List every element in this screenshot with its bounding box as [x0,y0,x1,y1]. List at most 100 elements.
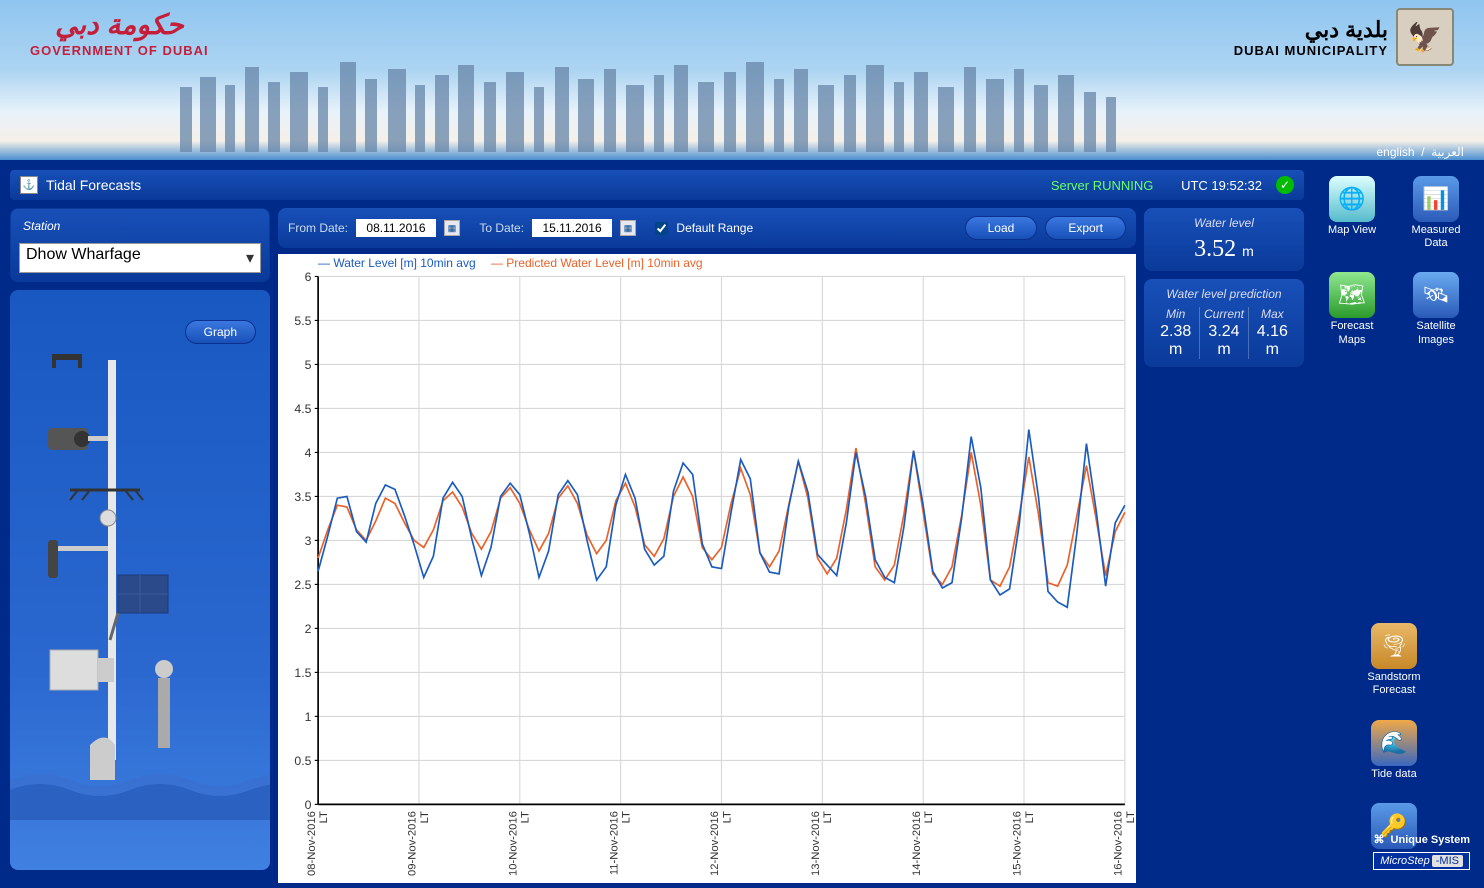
station-diagram-icon [10,290,270,870]
pred-max-unit: m [1266,341,1279,358]
gov-dubai-logo: حكومة دبي GOVERNMENT OF DUBAI [30,8,209,58]
pred-current-value: 3.24 [1208,323,1239,340]
svg-text:08-Nov-2016: 08-Nov-2016 [306,811,318,876]
svg-text:5: 5 [305,358,312,372]
language-switcher: english / العربية [1377,145,1465,159]
pred-min-label: Min [1152,307,1199,321]
svg-text:LT: LT [822,811,834,823]
svg-text:5.5: 5.5 [294,314,311,328]
svg-text:0: 0 [305,798,312,812]
server-status: Server RUNNING [1051,178,1154,193]
skyline-graphic [0,57,1484,152]
nav-tide-data[interactable]: 🌊Tide data [1361,720,1427,781]
calendar-icon[interactable]: ▦ [620,220,636,236]
nav-map-view[interactable]: 🌐Map View [1319,176,1385,250]
svg-text:13-Nov-2016: 13-Nov-2016 [810,811,822,876]
water-level-unit: m [1242,243,1254,259]
svg-text:0.5: 0.5 [294,754,311,768]
svg-text:2.5: 2.5 [294,578,311,592]
default-range-checkbox[interactable] [655,222,668,235]
svg-text:4: 4 [305,446,312,460]
footer-logos: ⌘ Unique System MicroStep-MIS [1373,833,1470,870]
svg-text:1: 1 [305,710,312,724]
legend-series1: — Water Level [m] 10min avg [318,256,476,270]
page-title: Tidal Forecasts [46,177,141,193]
svg-text:LT: LT [923,811,935,823]
calendar-icon[interactable]: ▦ [444,220,460,236]
legend-series2: — Predicted Water Level [m] 10min avg [491,256,703,270]
gov-english-text: GOVERNMENT OF DUBAI [30,43,209,58]
lang-arabic-link[interactable]: العربية [1431,145,1464,159]
station-panel: Station Dhow Wharfage [10,208,270,282]
pred-min-value: 2.38 [1160,323,1191,340]
nav-forecast-maps[interactable]: 🗺Forecast Maps [1319,272,1385,346]
date-controls: From Date: ▦ To Date: ▦ Default Range Lo… [278,208,1136,248]
tidal-chart: — Water Level [m] 10min avg — Predicted … [278,254,1136,883]
svg-text:LT: LT [318,811,330,823]
svg-text:15-Nov-2016: 15-Nov-2016 [1012,811,1024,876]
page-titlebar: ⚓ Tidal Forecasts Server RUNNING UTC 19:… [10,170,1304,200]
svg-text:10-Nov-2016: 10-Nov-2016 [507,811,519,876]
utc-clock: UTC 19:52:32 [1181,178,1262,193]
prediction-box: Water level prediction Min2.38m Current3… [1144,279,1304,367]
municipality-crest-icon: 🦅 [1396,8,1454,66]
pred-max-value: 4.16 [1257,323,1288,340]
nav-measured-data[interactable]: 📊Measured Data [1403,176,1469,250]
svg-text:LT: LT [520,811,532,823]
from-date-label: From Date: [288,221,348,235]
svg-text:3.5: 3.5 [294,490,311,504]
prediction-label: Water level prediction [1152,287,1296,301]
header-banner: حكومة دبي GOVERNMENT OF DUBAI بلدية دبي … [0,0,1484,160]
unique-system-icon: ⌘ [1374,833,1385,846]
unique-system-label: Unique System [1391,834,1470,846]
chart-legend: — Water Level [m] 10min avg — Predicted … [318,256,703,270]
lang-english-link[interactable]: english [1377,145,1415,159]
microstep-badge: MicroStep-MIS [1373,852,1470,870]
svg-text:3: 3 [305,534,312,548]
chart-svg: 00.511.522.533.544.555.5608-Nov-2016LT09… [278,254,1136,883]
satellite-icon: 🛰 [1413,272,1459,318]
pred-max-label: Max [1249,307,1296,321]
export-button[interactable]: Export [1045,216,1126,240]
svg-text:16-Nov-2016: 16-Nov-2016 [1113,811,1125,876]
svg-text:LT: LT [1125,811,1136,823]
from-date-input[interactable] [356,219,436,237]
svg-text:1.5: 1.5 [294,666,311,680]
svg-text:4.5: 4.5 [294,402,311,416]
pred-min-unit: m [1169,341,1182,358]
svg-text:LT: LT [621,811,633,823]
to-date-input[interactable] [532,219,612,237]
tide-icon: 🌊 [1371,720,1417,766]
muni-english-text: DUBAI MUNICIPALITY [1234,43,1388,58]
water-level-box: Water level 3.52 m [1144,208,1304,271]
svg-text:2: 2 [305,622,312,636]
water-level-value: 3.52 [1194,236,1236,262]
load-button[interactable]: Load [965,216,1038,240]
station-label: Station [19,217,261,243]
svg-text:LT: LT [419,811,431,823]
svg-text:12-Nov-2016: 12-Nov-2016 [709,811,721,876]
right-nav: 🌐Map View 📊Measured Data 🗺Forecast Maps … [1314,170,1474,870]
pred-current-label: Current [1200,307,1247,321]
forecast-maps-icon: 🗺 [1329,272,1375,318]
measured-data-icon: 📊 [1413,176,1459,222]
to-date-label: To Date: [479,221,524,235]
status-ok-icon: ✓ [1276,176,1294,194]
station-select[interactable]: Dhow Wharfage [19,243,261,273]
svg-text:11-Nov-2016: 11-Nov-2016 [608,811,620,875]
muni-arabic-text: بلدية دبي [1234,17,1388,43]
svg-text:6: 6 [305,270,312,284]
svg-text:LT: LT [721,811,733,823]
nav-satellite-images[interactable]: 🛰Satellite Images [1403,272,1469,346]
tidal-icon: ⚓ [20,176,38,194]
svg-text:09-Nov-2016: 09-Nov-2016 [407,811,419,876]
default-range-label: Default Range [676,221,753,235]
map-icon: 🌐 [1329,176,1375,222]
pred-current-unit: m [1217,341,1230,358]
svg-text:14-Nov-2016: 14-Nov-2016 [911,811,923,876]
nav-sandstorm[interactable]: 🌪Sandstorm Forecast [1361,623,1427,697]
svg-text:LT: LT [1024,811,1036,823]
gov-arabic-text: حكومة دبي [30,8,209,41]
station-illustration: Graph [10,290,270,870]
water-level-label: Water level [1152,216,1296,230]
